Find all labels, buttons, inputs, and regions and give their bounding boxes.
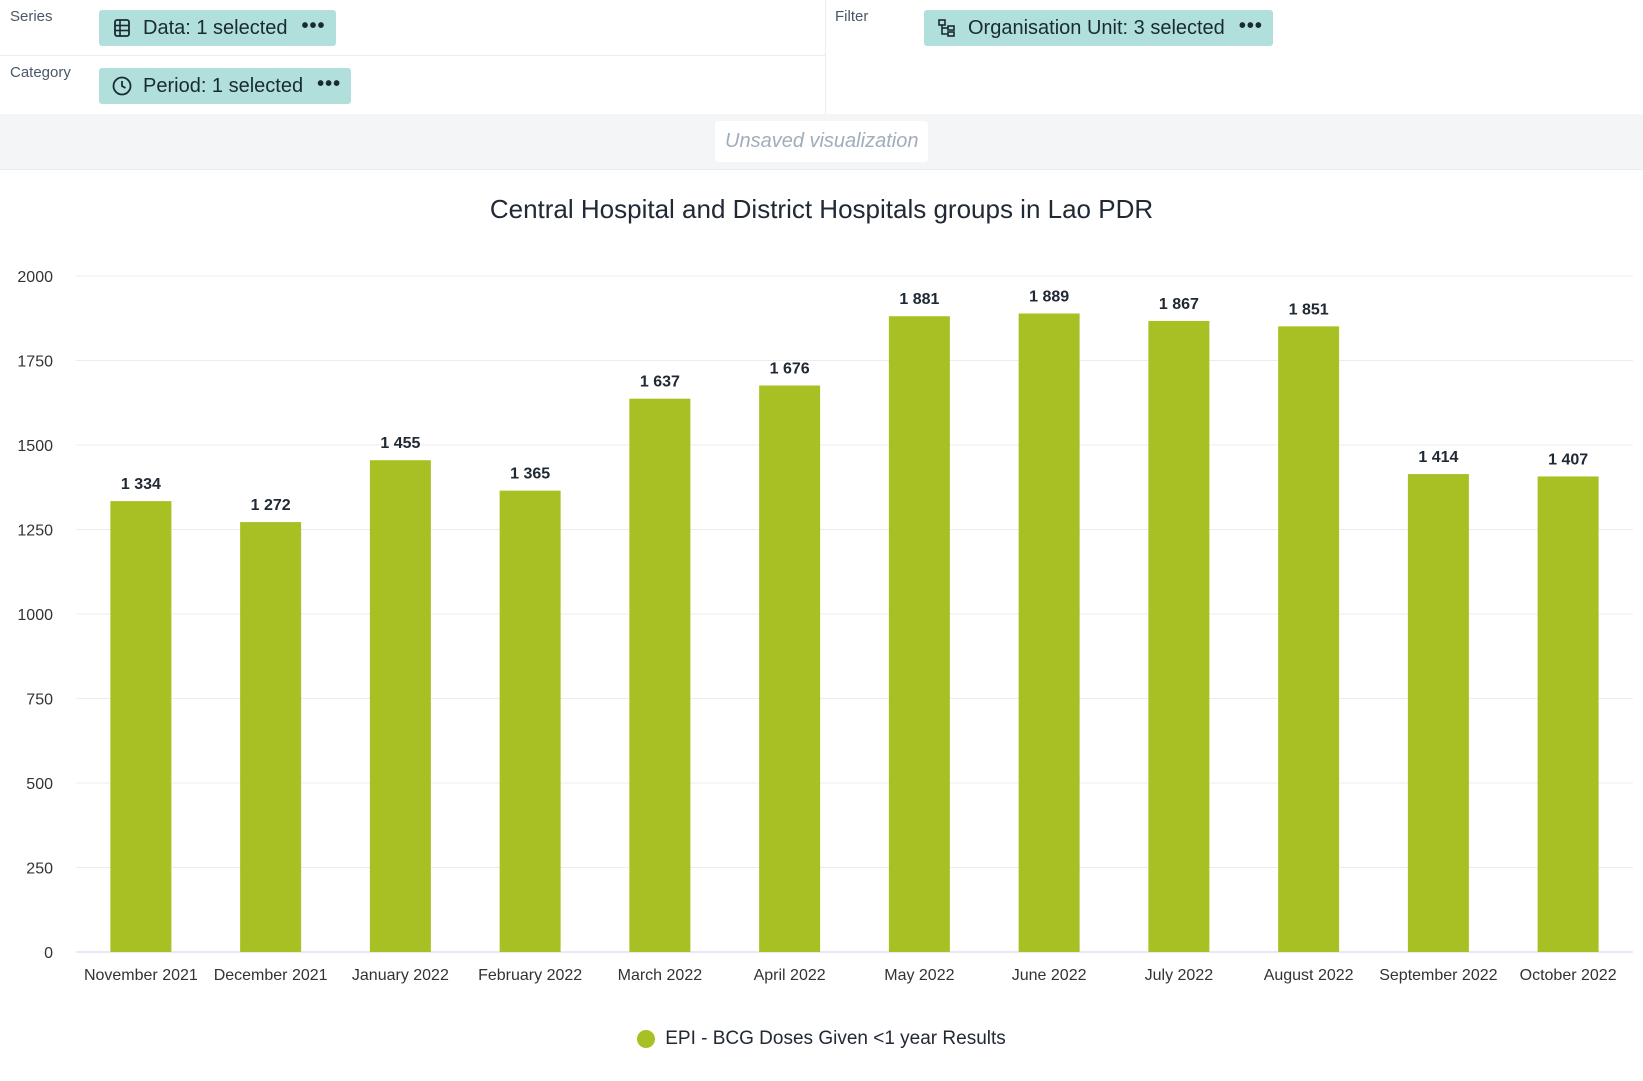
x-tick-label: September 2022 xyxy=(1379,967,1497,984)
hierarchy-icon xyxy=(936,17,958,39)
data-label: 1 334 xyxy=(121,476,161,493)
bar[interactable] xyxy=(1018,313,1080,952)
table-icon xyxy=(111,17,133,39)
x-tick-label: January 2022 xyxy=(352,967,449,984)
y-tick-label: 2000 xyxy=(17,269,53,286)
x-tick-label: December 2021 xyxy=(214,967,328,984)
x-tick-label: May 2022 xyxy=(884,967,954,984)
y-tick-label: 1750 xyxy=(17,354,53,371)
x-tick-label: November 2021 xyxy=(84,967,198,984)
bar[interactable] xyxy=(1278,326,1340,952)
series-axis-label: Series xyxy=(10,8,53,25)
layout-panel: Series Data: 1 selected ••• Category Per… xyxy=(0,0,1643,115)
legend-label: EPI - BCG Doses Given <1 year Results xyxy=(665,1028,1006,1049)
bar[interactable] xyxy=(888,316,950,952)
y-tick-label: 1500 xyxy=(17,438,53,455)
filter-axis: Filter Organisation Unit: 3 selected ••• xyxy=(826,0,1643,114)
visualization-name: Unsaved visualization xyxy=(715,121,929,162)
x-tick-label: February 2022 xyxy=(478,967,582,984)
data-chip-menu-button[interactable]: ••• xyxy=(301,15,326,37)
bar[interactable] xyxy=(240,522,302,952)
bar[interactable] xyxy=(499,490,561,952)
orgunit-chip-menu-button[interactable]: ••• xyxy=(1238,15,1263,37)
bar[interactable] xyxy=(629,398,691,953)
filter-axis-label: Filter xyxy=(835,8,869,25)
x-tick-label: March 2022 xyxy=(618,967,703,984)
y-tick-label: 1000 xyxy=(17,607,53,624)
data-dimension-chip[interactable]: Data: 1 selected ••• xyxy=(99,10,336,46)
bar[interactable] xyxy=(1148,320,1210,952)
y-tick-label: 250 xyxy=(26,861,53,878)
period-dimension-chip[interactable]: Period: 1 selected ••• xyxy=(99,68,352,104)
data-chip-label: Data: 1 selected xyxy=(143,16,288,39)
bar[interactable] xyxy=(110,501,172,952)
data-label: 1 889 xyxy=(1029,289,1069,306)
data-label: 1 414 xyxy=(1418,449,1458,466)
data-label: 1 867 xyxy=(1159,296,1199,313)
visualization-title-bar: Unsaved visualization xyxy=(0,114,1643,170)
chart-legend[interactable]: EPI - BCG Doses Given <1 year Results xyxy=(0,1028,1643,1050)
x-tick-label: August 2022 xyxy=(1264,967,1354,984)
data-label: 1 407 xyxy=(1548,451,1588,468)
y-tick-label: 1250 xyxy=(17,523,53,540)
data-label: 1 455 xyxy=(380,435,420,452)
bar[interactable] xyxy=(1537,476,1599,952)
x-tick-label: July 2022 xyxy=(1145,967,1214,984)
x-tick-label: October 2022 xyxy=(1520,967,1617,984)
category-axis-label: Category xyxy=(10,64,71,81)
orgunit-chip-label: Organisation Unit: 3 selected xyxy=(968,16,1225,39)
y-tick-label: 750 xyxy=(26,692,53,709)
orgunit-dimension-chip[interactable]: Organisation Unit: 3 selected ••• xyxy=(924,10,1273,46)
legend-swatch xyxy=(637,1030,656,1048)
bar[interactable] xyxy=(1407,474,1469,952)
data-label: 1 365 xyxy=(510,466,550,483)
x-tick-label: June 2022 xyxy=(1012,967,1087,984)
x-tick-label: April 2022 xyxy=(754,967,826,984)
data-label: 1 637 xyxy=(640,374,680,391)
data-label: 1 851 xyxy=(1289,301,1329,318)
data-label: 1 676 xyxy=(770,361,810,378)
series-axis: Series Data: 1 selected ••• xyxy=(0,0,826,56)
y-tick-label: 0 xyxy=(44,945,53,962)
data-label: 1 272 xyxy=(251,497,291,514)
chart-container: Central Hospital and District Hospitals … xyxy=(0,170,1643,1081)
bar[interactable] xyxy=(369,460,431,952)
bar[interactable] xyxy=(759,385,821,953)
bar-chart: 0 250 500 750 1000 1250 1500 1750 2000 1 334 Novem… xyxy=(17,269,1633,984)
data-label: 1 881 xyxy=(899,291,939,308)
clock-icon xyxy=(111,75,133,97)
y-tick-label: 500 xyxy=(26,776,53,793)
period-chip-menu-button[interactable]: ••• xyxy=(317,73,342,95)
period-chip-label: Period: 1 selected xyxy=(143,74,304,97)
chart-title: Central Hospital and District Hospitals … xyxy=(489,194,1154,224)
category-axis: Category Period: 1 selected ••• xyxy=(0,56,826,114)
